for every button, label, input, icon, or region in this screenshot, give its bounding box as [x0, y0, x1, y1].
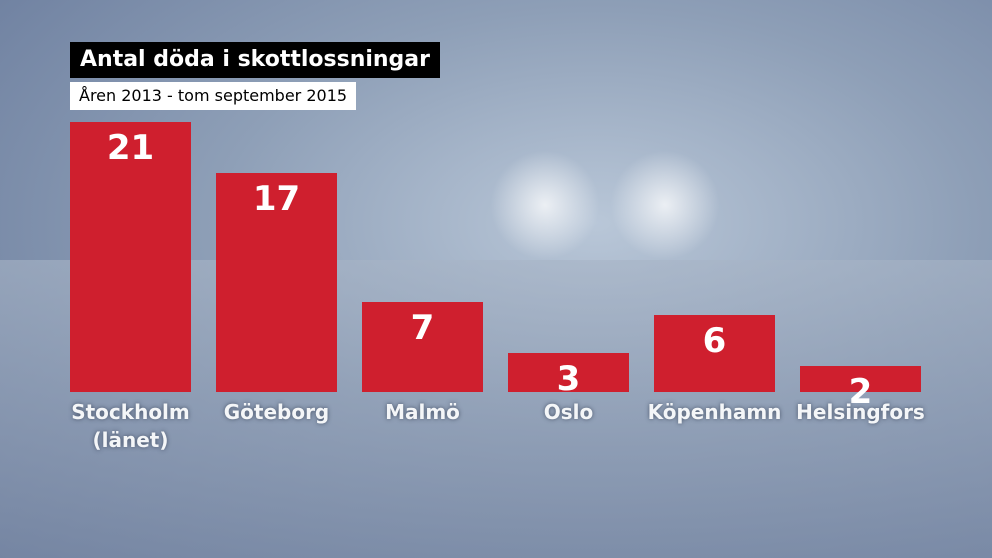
- value-label: 21: [106, 128, 155, 168]
- x-tick-label: Helsingfors: [796, 400, 925, 424]
- bar: [70, 122, 191, 392]
- chart-title: Antal döda i skottlossningar: [70, 42, 441, 78]
- value-label: 7: [410, 308, 435, 348]
- x-tick-label: Köpenhamn: [647, 400, 782, 424]
- bar: [362, 302, 483, 392]
- value-label: 2: [848, 372, 873, 413]
- bar: [216, 173, 337, 392]
- bar: [800, 366, 921, 392]
- value-label: 17: [252, 179, 301, 220]
- bar: [508, 353, 629, 392]
- x-tick-label: Stockholm (länet): [71, 400, 190, 452]
- x-tick-label: Göteborg: [223, 400, 330, 424]
- headlight: [490, 150, 600, 260]
- bar: [654, 314, 775, 392]
- chart-subtitle: Åren 2013 - tom september 2015: [70, 82, 357, 110]
- x-tick-label: Malmö: [385, 400, 460, 424]
- value-label: 6: [702, 320, 727, 361]
- value-label: 3: [556, 359, 581, 400]
- headlight: [610, 150, 720, 260]
- x-tick-label: Oslo: [543, 400, 594, 424]
